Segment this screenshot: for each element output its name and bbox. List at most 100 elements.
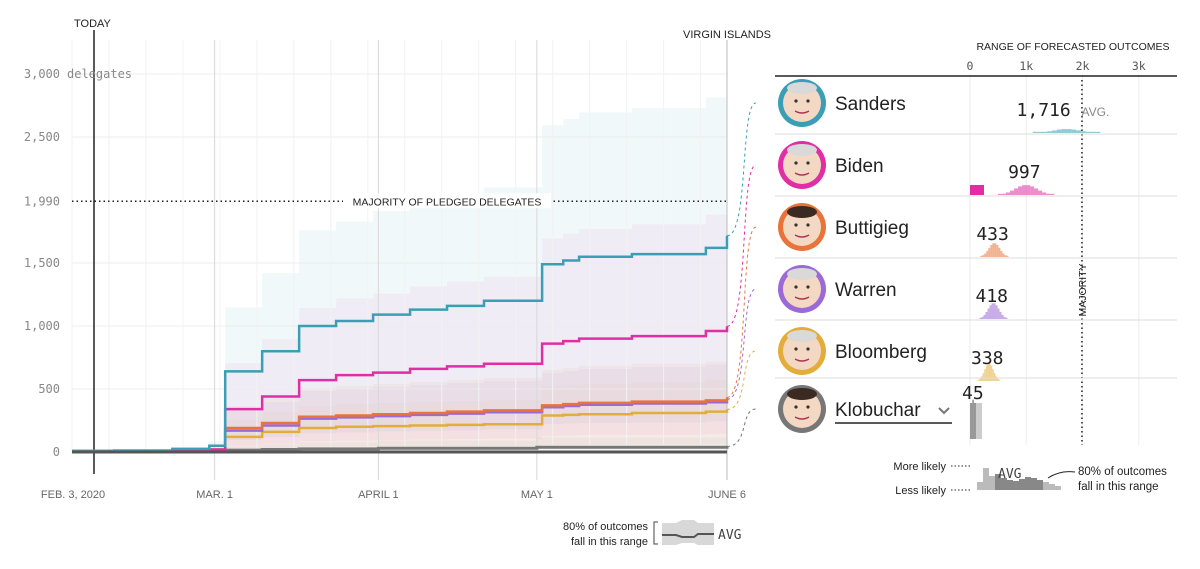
- histogram-bar: [980, 376, 983, 381]
- avatar-face: [783, 332, 821, 370]
- histogram-bar: [1052, 130, 1057, 133]
- avg-suffix: AVG.: [1082, 105, 1110, 119]
- avatar-face: [783, 208, 821, 246]
- histogram-bar: [993, 373, 996, 381]
- y-unit-label: delegates: [67, 67, 132, 81]
- histogram-bar: [998, 379, 1001, 381]
- avatar-face: [783, 146, 821, 184]
- y-tick-label: 500: [38, 382, 60, 396]
- connector-biden: [726, 164, 757, 327]
- histogram-bar: [989, 363, 991, 381]
- avatar-eye: [806, 347, 810, 351]
- range-majority-label: MAJORITY: [1077, 263, 1089, 316]
- histogram-bar: [970, 403, 976, 439]
- bottom-note-2: fall in this range: [571, 536, 648, 548]
- candidate-name-buttigieg: Buttigieg: [835, 218, 909, 239]
- histogram-bar: [992, 369, 994, 381]
- histogram-bar: [993, 303, 996, 319]
- x-tick-label: MAR. 1: [196, 489, 233, 501]
- connector-klobuchar: [726, 408, 757, 447]
- histogram-bar: [979, 378, 981, 381]
- histogram-bar: [989, 305, 992, 319]
- histogram-bar: [1001, 314, 1004, 319]
- avatar-face: [783, 84, 821, 122]
- histogram-bar: [1071, 129, 1077, 133]
- avatar-warren: [778, 265, 826, 313]
- histogram-klobuchar: [970, 399, 982, 439]
- avatar-face: [783, 270, 821, 308]
- legend-hist-bar: [1037, 480, 1043, 490]
- avatar-buttigieg: [778, 203, 826, 251]
- histogram-bar: [984, 253, 987, 257]
- histogram-bar: [1003, 316, 1006, 319]
- histogram-bar: [992, 243, 995, 257]
- legend-avg: AVG: [998, 467, 1022, 482]
- histogram-bar: [995, 376, 998, 381]
- histogram-bar: [1046, 193, 1051, 195]
- legend-hist-bar: [1055, 486, 1061, 490]
- histogram-bar: [997, 193, 1002, 195]
- x-tick-label: MAY 1: [521, 489, 553, 501]
- avatar-eye: [806, 99, 810, 103]
- histogram-bar: [982, 255, 985, 257]
- histogram-bar: [1085, 131, 1091, 133]
- histogram-bar: [994, 243, 997, 257]
- avatar-hair: [787, 144, 817, 156]
- histogram-bar: [977, 379, 980, 381]
- avatar-eye: [806, 285, 810, 289]
- avatar-eye: [806, 223, 810, 227]
- histogram-bar: [1000, 250, 1003, 257]
- histogram-bar: [980, 255, 983, 257]
- legend-hist-bar: [1043, 482, 1049, 490]
- majority-label-bg: [343, 193, 551, 209]
- legend-hist-bar: [1031, 478, 1037, 490]
- end-label: VIRGIN ISLANDS: [683, 29, 771, 41]
- histogram-bar: [990, 244, 993, 257]
- histogram-bar: [1004, 255, 1007, 257]
- avatar-sanders: [778, 79, 826, 127]
- range-tick-label: 3k: [1132, 59, 1146, 73]
- avg-label-biden: 997: [1008, 162, 1041, 183]
- histogram-bar: [1032, 131, 1038, 133]
- candidate-name-klobuchar[interactable]: Klobuchar: [835, 400, 921, 421]
- candidate-name-biden: Biden: [835, 156, 884, 177]
- x-tick-label: JUNE 6: [708, 489, 746, 501]
- histogram-bar: [996, 244, 999, 257]
- chevron-down-icon[interactable]: [938, 407, 950, 415]
- connector-buttigieg: [726, 226, 757, 398]
- histogram-bar: [979, 317, 982, 319]
- legend-hist-bar: [1019, 479, 1025, 490]
- histogram-bar: [1022, 185, 1027, 195]
- histogram-bar: [981, 316, 984, 319]
- histogram-bar: [997, 308, 1000, 319]
- histogram-bar: [983, 314, 986, 319]
- histogram-bar: [982, 373, 985, 381]
- histogram-bar: [997, 378, 999, 381]
- avg-label-bloomberg: 338: [971, 348, 1004, 369]
- histogram-bar: [1080, 131, 1086, 133]
- histogram-bar: [1034, 188, 1039, 195]
- histogram-bar: [991, 303, 994, 319]
- histogram-bar: [1050, 193, 1055, 195]
- avatar-biden: [778, 141, 826, 189]
- candidate-name-warren: Warren: [835, 280, 897, 301]
- range-tick-label: 2k: [1076, 59, 1090, 73]
- histogram-bar: [999, 311, 1002, 319]
- y-tick-label: 1,990: [24, 194, 60, 208]
- histogram-buttigieg: [980, 243, 1009, 257]
- y-tick-label: 2,500: [24, 130, 60, 144]
- legend-more-likely: More likely: [893, 461, 946, 473]
- avatar-face: [783, 390, 821, 428]
- avatar-hair: [787, 330, 817, 342]
- series-line-bloomberg: [72, 409, 729, 454]
- histogram-bar: [1037, 131, 1043, 133]
- panel-title: RANGE OF FORECASTED OUTCOMES: [976, 41, 1169, 53]
- avatar-eye: [794, 285, 798, 289]
- x-tick-label: FEB. 3, 2020: [41, 489, 105, 501]
- bottom-bracket: [653, 521, 658, 545]
- y-tick-label: 1,000: [24, 319, 60, 333]
- histogram-bar: [1042, 192, 1047, 195]
- legend-hist-bar: [1049, 484, 1055, 490]
- histogram-bar: [1014, 188, 1019, 195]
- histogram-bar: [1026, 185, 1031, 195]
